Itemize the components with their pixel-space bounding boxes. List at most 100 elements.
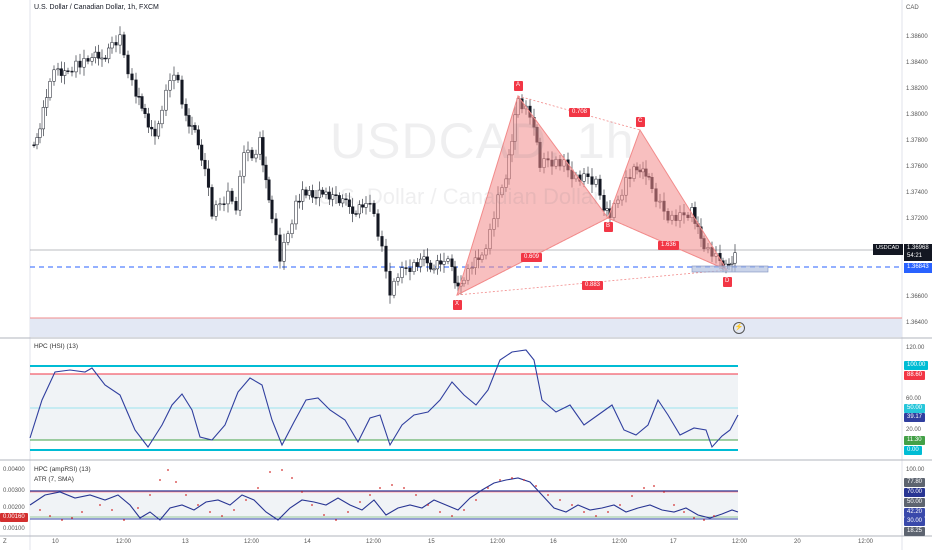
candle-body xyxy=(86,58,90,62)
atr-pane-title: ATR (7, SMA) xyxy=(34,476,74,483)
atr-dot xyxy=(475,499,477,501)
candle-body xyxy=(160,109,164,125)
atr-dot xyxy=(619,504,621,506)
candle-body xyxy=(267,179,271,201)
candle-body xyxy=(327,191,331,200)
candle-body xyxy=(590,176,594,185)
atr-dot xyxy=(291,477,293,479)
candle-body xyxy=(196,129,200,146)
candle-body xyxy=(35,137,39,146)
ratio-bd: 1.636 xyxy=(658,241,680,250)
candle-body xyxy=(733,252,737,264)
atr-dot xyxy=(663,491,665,493)
amp-tag: 30.00 xyxy=(904,517,926,526)
atr-dot xyxy=(415,494,417,496)
price-axis-label: 1.37600 xyxy=(906,164,928,170)
candle-body xyxy=(278,234,282,262)
pattern-point-x[interactable]: X xyxy=(453,300,462,310)
candle-body xyxy=(307,190,311,196)
time-axis-label: 12:00 xyxy=(858,539,874,545)
candle-body xyxy=(598,178,602,196)
candle-body xyxy=(337,195,341,204)
candle-body xyxy=(384,245,388,272)
candle-body xyxy=(605,208,609,211)
ratio-ac: 0.708 xyxy=(569,108,591,117)
atr-dot xyxy=(137,507,139,509)
candle-body xyxy=(594,178,598,185)
candle-body xyxy=(317,189,321,198)
price-axis-label: 1.38200 xyxy=(906,86,928,92)
atr-dot xyxy=(595,515,597,517)
candle-body xyxy=(134,79,138,97)
atr-dot xyxy=(61,519,63,521)
candle-body xyxy=(41,107,45,130)
atr-dot xyxy=(123,519,125,521)
hsi-pane-title: HPC (HSI) (13) xyxy=(34,343,79,350)
candle-body xyxy=(376,213,380,237)
pattern-point-c[interactable]: C xyxy=(636,117,645,127)
candle-body xyxy=(586,173,590,177)
candle-body xyxy=(264,164,268,181)
atr-dot xyxy=(301,491,303,493)
atr-dot xyxy=(487,487,489,489)
hsi-tag: 39.17 xyxy=(904,413,926,422)
atr-dot xyxy=(269,471,271,473)
candle-body xyxy=(203,159,207,170)
candle-body xyxy=(222,203,226,205)
hsi-tag: 11.30 xyxy=(904,436,925,445)
amp-pane-title: HPC (ampRSI) (13) xyxy=(34,466,91,473)
time-axis-label: 16 xyxy=(550,539,557,545)
candle-body xyxy=(45,97,49,108)
price-axis-label: 1.38400 xyxy=(906,60,928,66)
candle-body xyxy=(344,198,348,201)
candle-body xyxy=(78,60,82,68)
candle-body xyxy=(103,57,107,60)
time-axis-label: 12:00 xyxy=(244,539,260,545)
candle-body xyxy=(351,206,355,214)
time-axis-label: 14 xyxy=(304,539,311,545)
price-axis-label: 1.38000 xyxy=(906,112,928,118)
watermark-name: U.S. Dollar / Canadian Dollar xyxy=(318,184,601,209)
atr-dot xyxy=(369,494,371,496)
candle-body xyxy=(164,89,168,111)
timezone-corner[interactable]: Z xyxy=(3,539,7,545)
price-axis-label: 1.36400 xyxy=(906,320,928,326)
candle-body xyxy=(234,201,238,211)
atr-dot xyxy=(571,504,573,506)
hsi-line xyxy=(29,349,739,449)
atr-dot xyxy=(643,487,645,489)
atr-dot xyxy=(379,487,381,489)
time-axis-label: 12:00 xyxy=(732,539,748,545)
candle-body xyxy=(70,70,74,73)
lightning-icon[interactable]: ⚡ xyxy=(733,322,745,334)
pattern-point-b[interactable]: B xyxy=(604,222,613,232)
candle-body xyxy=(246,149,250,153)
candle-body xyxy=(404,267,408,269)
candle-body xyxy=(52,69,56,82)
candle-body xyxy=(334,194,338,196)
current-symbol-tag: USDCAD xyxy=(873,244,903,255)
countdown-text: 54:21 xyxy=(907,253,923,259)
candle-body xyxy=(118,34,122,46)
amp-tag: 18.25 xyxy=(904,527,926,536)
candle-body xyxy=(218,203,222,206)
atr-dot xyxy=(347,511,349,513)
candle-body xyxy=(156,123,161,137)
candle-body xyxy=(290,223,294,234)
atr-dot xyxy=(159,479,161,481)
atr-dot xyxy=(221,515,223,517)
atr-value-tag: 0.00160 xyxy=(0,513,28,522)
pattern-point-a[interactable]: A xyxy=(514,81,523,91)
atr-dot xyxy=(703,519,705,521)
candle-body xyxy=(238,175,242,211)
current-price-tag: 1.36968 54:21 xyxy=(904,244,932,261)
candle-body xyxy=(107,47,111,60)
candle-body xyxy=(368,203,372,205)
candle-body xyxy=(56,68,60,71)
candle-body xyxy=(415,262,419,267)
candle-body xyxy=(372,203,376,214)
pattern-point-d[interactable]: D xyxy=(723,277,732,287)
time-axis-label: 12:00 xyxy=(366,539,382,545)
atr-dot xyxy=(245,499,247,501)
